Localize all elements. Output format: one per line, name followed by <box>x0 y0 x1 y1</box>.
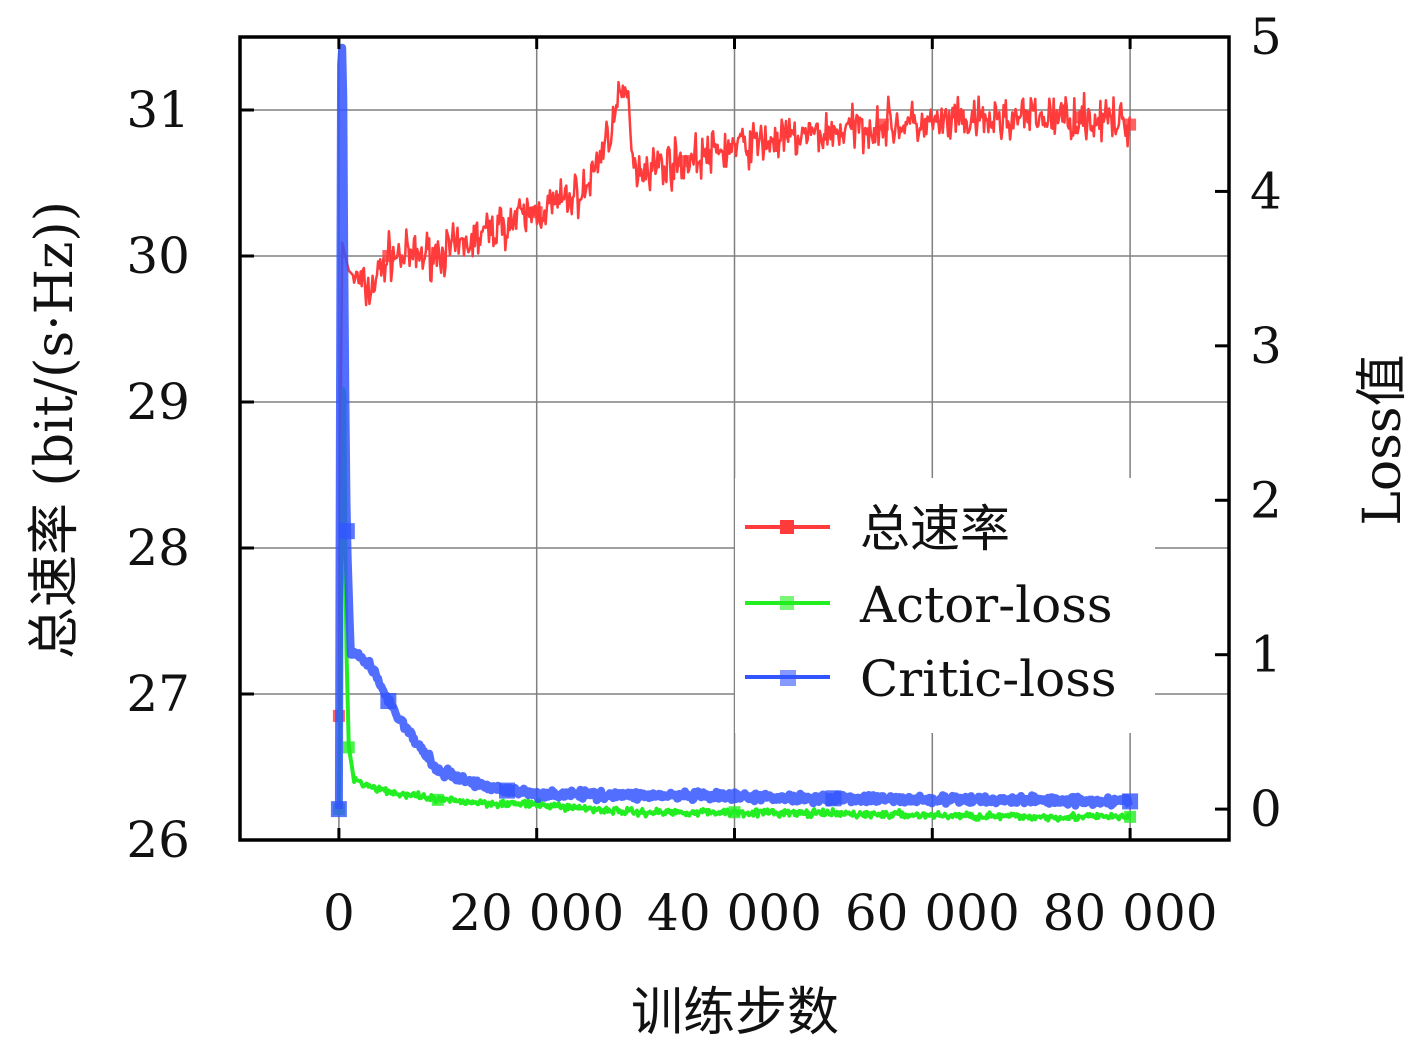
x-tick-label-3: 60 000 <box>845 884 1020 942</box>
marker-actor-loss-16 <box>1124 810 1137 823</box>
legend-background <box>735 478 1155 733</box>
y-left-tick-label-5: 31 <box>126 81 190 139</box>
marker-critic-loss-8 <box>380 693 397 710</box>
marker-actor-loss-8 <box>431 793 444 806</box>
x-tick-label-1: 20 000 <box>449 884 624 942</box>
x-tick-label-2: 40 000 <box>647 884 822 942</box>
y-axis-label-right: Loss值 <box>1353 354 1413 525</box>
legend-marker-rate <box>780 520 794 534</box>
y-right-tick-label-1: 1 <box>1250 626 1282 684</box>
y-left-tick-label-4: 30 <box>126 227 190 285</box>
marker-rate-8 <box>530 206 543 219</box>
y-left-tick-label-0: 26 <box>126 811 190 869</box>
marker-rate-16 <box>876 118 889 131</box>
legend: 总速率 Actor-loss Critic-loss <box>735 478 1155 733</box>
series-line-critic-loss <box>334 43 1134 810</box>
legend-entry-critic-loss: Critic-loss <box>745 650 1117 708</box>
y-left-tick-label-2: 28 <box>126 519 190 577</box>
tick-labels: 0 20 000 40 000 60 000 80 000 26 27 28 29 30 31 0 1 2… <box>126 8 1281 942</box>
y-left-tick-label-1: 27 <box>126 665 190 723</box>
y-axis-label-left: 总速率 (bit/(s·Hz)) <box>25 201 85 659</box>
y-right-tick-label-3: 3 <box>1250 317 1282 375</box>
legend-entry-rate: 总速率 <box>745 500 1010 558</box>
marker-rate-12 <box>679 155 692 168</box>
marker-rate-4 <box>382 250 395 262</box>
legend-entry-actor-loss: Actor-loss <box>745 576 1113 634</box>
x-axis-label: 训练步数 <box>631 983 839 1043</box>
marker-critic-loss-12 <box>499 782 516 799</box>
marker-actor-loss-4 <box>342 741 355 754</box>
series-line-rate <box>337 80 1132 716</box>
series-layer <box>330 43 1139 823</box>
legend-label-actor-loss: Actor-loss <box>859 576 1113 634</box>
marker-critic-loss-16 <box>825 790 842 807</box>
x-tick-label-0: 0 <box>323 884 355 942</box>
y-right-tick-label-0: 0 <box>1250 780 1282 838</box>
x-tick-label-4: 80 000 <box>1043 884 1218 942</box>
marker-rate-21 <box>1124 118 1137 131</box>
legend-label-critic-loss: Critic-loss <box>860 650 1117 708</box>
marker-critic-loss-19 <box>1122 793 1139 810</box>
marker-actor-loss-12 <box>728 806 741 819</box>
y-left-tick-label-3: 29 <box>126 373 190 431</box>
ticks <box>240 35 1229 842</box>
y-right-tick-label-2: 2 <box>1250 471 1282 529</box>
marker-rate-20 <box>1074 111 1087 124</box>
marker-critic-loss-0 <box>330 801 347 818</box>
y-right-tick-label-5: 5 <box>1250 8 1282 66</box>
legend-marker-actor-loss <box>780 596 794 610</box>
marker-critic-loss-4 <box>338 523 355 540</box>
y-right-tick-label-4: 4 <box>1250 162 1282 220</box>
legend-marker-critic-loss <box>780 670 796 686</box>
legend-label-rate: 总速率 <box>860 500 1010 558</box>
